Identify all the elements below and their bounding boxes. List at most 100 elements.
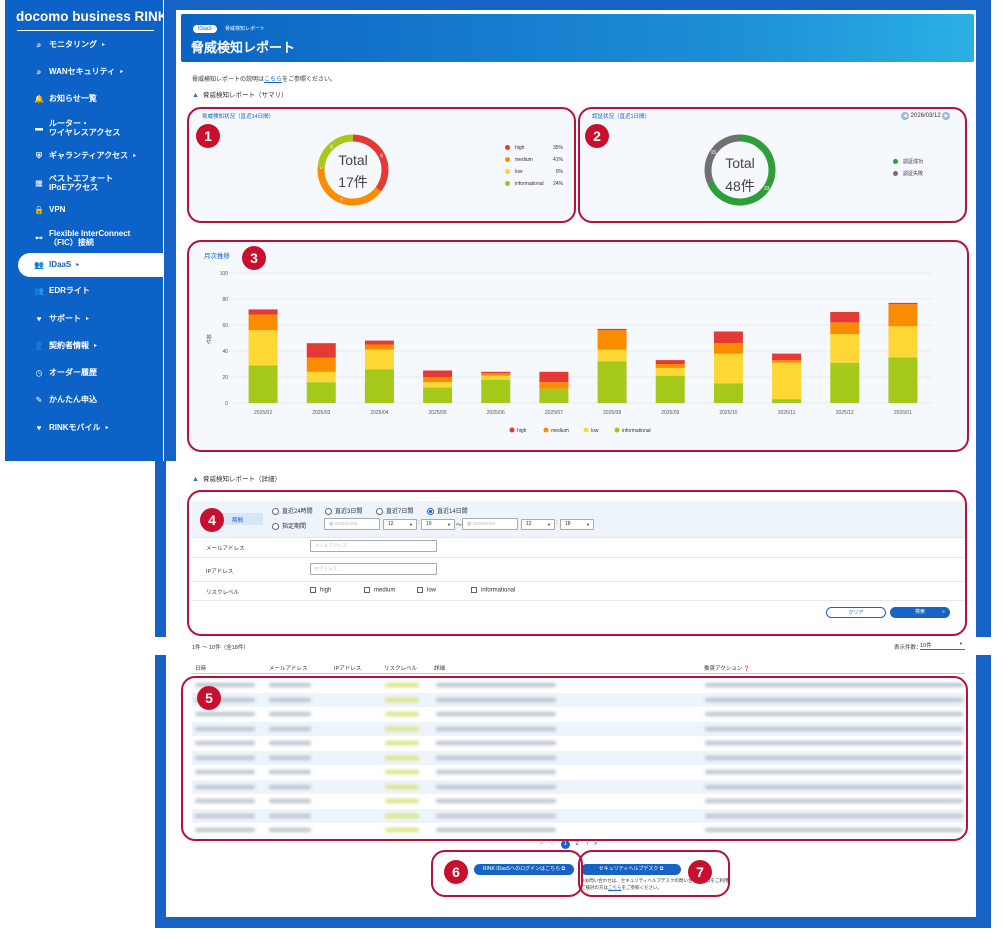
redacted-cell <box>705 741 963 745</box>
sidebar-item-5[interactable]: ▦ ベストエフォート IPoEアクセス <box>5 171 163 195</box>
table-row[interactable] <box>192 678 965 693</box>
radio-3[interactable]: 直近14日間 <box>427 506 468 515</box>
sidebar-item-1[interactable]: ⌕ WANセキュリティ ▸ <box>5 60 163 84</box>
bar-medium-2025/11 <box>772 360 802 363</box>
redacted-cell <box>385 770 419 774</box>
monthly-chart-title: 月次推移 <box>204 253 230 260</box>
prev-date-icon[interactable]: ◀ <box>901 112 909 120</box>
next-date-icon[interactable]: ▶ <box>942 112 951 120</box>
radio-button[interactable] <box>427 507 434 515</box>
radio-button[interactable] <box>376 507 383 515</box>
radio-1[interactable]: 直近3日間 <box>325 506 362 515</box>
table-row[interactable] <box>192 765 965 780</box>
helpdesk-link[interactable]: こちら <box>608 885 622 890</box>
page-title: 脅威検知レポート <box>191 40 296 55</box>
redacted-cell <box>436 683 556 687</box>
sidebar-item-7[interactable]: ⊷ Flexible InterConnect （FIC）接続 <box>5 226 163 250</box>
table-row[interactable] <box>192 721 965 736</box>
checkbox[interactable] <box>471 587 477 593</box>
idaas-login-button[interactable]: RINK IDaaSへのログインはこちら ⧉ <box>474 864 574 875</box>
page-2-button[interactable]: 2 <box>575 841 579 847</box>
sidebar-item-label: WANセキュリティ <box>49 67 116 77</box>
column-header: メールアドレス <box>269 666 308 672</box>
legend-item-informational: informational <box>505 181 544 187</box>
redacted-cell <box>436 755 556 760</box>
checkbox[interactable] <box>364 587 370 593</box>
period-label: 期間 <box>232 518 244 524</box>
security-helpdesk-button[interactable]: セキュリティヘルプデスク ⧉ <box>581 864 681 875</box>
sidebar-item-12[interactable]: ◷ オーダー履歴 <box>5 361 163 385</box>
page-1-button[interactable]: 1 <box>560 840 570 849</box>
network-icon: ▦ <box>35 178 43 188</box>
radio-2[interactable]: 直近7日間 <box>376 506 413 515</box>
redacted-cell <box>705 697 963 702</box>
date-to-input[interactable]: ▦ 2026/02/03 <box>462 518 518 530</box>
radio-0[interactable]: 直近24時間 <box>272 506 313 515</box>
redacted-cell <box>269 813 311 818</box>
clear-button[interactable]: クリア <box>826 607 886 618</box>
search-button[interactable]: 検索 ⌕ <box>890 607 950 618</box>
risk-checkbox-medium[interactable]: medium <box>364 587 395 594</box>
sidebar-item-11[interactable]: 👤 契約者情報 ▸ <box>5 334 163 358</box>
sidebar-item-0[interactable]: ⌕ モニタリング ▸ <box>5 33 163 57</box>
column-header: 詳細 <box>434 666 446 672</box>
sidebar-item-4[interactable]: ⛨ ギャランティアクセス ▸ <box>5 144 163 168</box>
checkbox[interactable] <box>310 587 316 593</box>
next-page-button[interactable]: › <box>586 841 589 847</box>
last-page-button[interactable]: » <box>594 841 598 847</box>
redacted-cell <box>195 726 255 731</box>
pagination: « ‹ 1 2 › » <box>540 840 597 849</box>
sidebar-item-9[interactable]: 👥 EDRライト <box>5 279 163 303</box>
prev-page-button[interactable]: ‹ <box>551 841 554 847</box>
table-row[interactable] <box>192 808 965 823</box>
threat-segment-label: 0 <box>320 165 323 171</box>
intro-link[interactable]: こちら <box>264 77 283 83</box>
auth-segment-label: 33 <box>764 186 770 192</box>
sidebar-item-10[interactable]: ♥ サポート ▸ <box>5 307 163 331</box>
table-row[interactable] <box>192 750 965 765</box>
table-row[interactable] <box>192 736 965 751</box>
period-label-cell <box>213 513 263 525</box>
threat-donut-chart: 6 7 0 4 <box>317 134 389 206</box>
sidebar-item-3[interactable]: ▬ ルーター・ ワイヤレスアクセス <box>5 116 163 140</box>
first-page-button[interactable]: « <box>540 841 544 847</box>
risk-checkbox-low[interactable]: low <box>417 587 436 594</box>
person-icon: 👤 <box>34 341 44 351</box>
sidebar-item-14[interactable]: ♥ RINKモバイル ▸ <box>5 416 163 440</box>
table-row[interactable] <box>192 823 965 838</box>
risk-checkbox-informational[interactable]: informational <box>471 587 515 594</box>
date-from-input[interactable]: ▦ 2026/01/28 <box>324 518 380 530</box>
hour1-select[interactable]: 12 <box>383 519 417 530</box>
external-link-icon: ⧉ <box>561 866 566 872</box>
help-icon[interactable]: ❓ <box>743 666 750 672</box>
redacted-cell <box>436 697 556 702</box>
chevron-right-icon: ▸ <box>133 152 137 159</box>
risk-checkbox-high[interactable]: high <box>310 587 331 594</box>
radio-button[interactable] <box>325 507 332 515</box>
checkbox[interactable] <box>417 587 423 593</box>
sidebar-item-label: IDaaS <box>49 260 72 270</box>
x-tick-label: 2025/02 <box>254 410 272 416</box>
table-row[interactable] <box>192 779 965 794</box>
breadcrumb-chip[interactable]: IDaaS <box>193 25 217 33</box>
sidebar-item-13[interactable]: ✎ かんたん申込 <box>5 388 163 412</box>
redacted-cell <box>195 755 255 760</box>
external-link-icon: ⧉ <box>659 866 664 872</box>
radio-custom[interactable]: 指定期間 <box>272 521 306 530</box>
sidebar-item-8[interactable]: 👥 IDaaS ▸ <box>18 253 168 277</box>
table-row[interactable] <box>192 692 965 707</box>
sidebar-item-2[interactable]: 🔔 お知らせ一覧 <box>5 87 163 111</box>
y-tick-label: 20 <box>222 375 228 381</box>
per-page-select[interactable]: 10件 ▼ <box>920 641 965 650</box>
y-tick-label: 100 <box>220 271 229 277</box>
hour2-select[interactable]: 12 <box>521 519 555 530</box>
email-input[interactable]: メールアドレス <box>310 540 437 552</box>
min1-select[interactable]: 19 <box>421 519 455 530</box>
ip-input[interactable]: IPアドレス <box>310 563 437 575</box>
y-tick-label: 80 <box>222 297 228 303</box>
radio-button[interactable] <box>272 507 279 515</box>
sidebar-item-6[interactable]: 🔒 VPN <box>5 198 163 222</box>
table-row[interactable] <box>192 707 965 722</box>
min2-select[interactable]: 18 <box>560 519 594 530</box>
table-row[interactable] <box>192 794 965 809</box>
